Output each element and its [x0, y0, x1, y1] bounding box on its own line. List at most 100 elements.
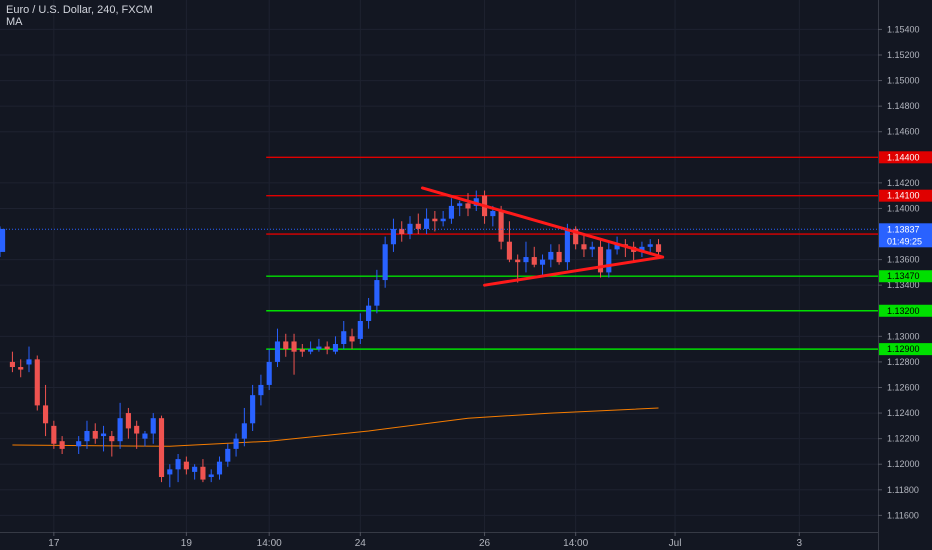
candle [564, 223, 570, 270]
moving-average-line [12, 407, 659, 447]
candle-body [506, 241, 512, 260]
candle-body [382, 244, 388, 281]
price-tick-label: 1.14800 [887, 101, 920, 111]
candle [76, 436, 82, 454]
candle-body [283, 341, 289, 350]
time-axis[interactable]: 17 19 14:00 24 26 14:00 Jul 3 [48, 532, 803, 549]
candle [233, 433, 239, 457]
candle [84, 420, 90, 449]
indicator-label[interactable]: MA [6, 16, 23, 28]
candle [216, 456, 223, 480]
candle [506, 221, 512, 263]
candle-body [109, 436, 115, 442]
candle-body [531, 257, 537, 265]
candle [26, 346, 32, 373]
candle-body [0, 228, 6, 252]
time-tick-label: 19 [181, 538, 193, 549]
current-price-badge: 1.13837 01:49:25 [879, 223, 932, 248]
candle-body [59, 441, 65, 449]
support-price-badge-label: 1.13470 [887, 271, 920, 281]
candle [117, 402, 123, 449]
candle [556, 244, 562, 265]
support-price-badge: 1.12900 [879, 343, 932, 356]
candle-body [216, 461, 223, 475]
time-tick-label: 3 [797, 538, 803, 549]
price-tick-label: 1.11800 [887, 485, 919, 495]
candle [407, 216, 413, 240]
candle-body [440, 218, 446, 222]
candle-body [241, 423, 247, 439]
candle [415, 213, 421, 235]
candle [250, 384, 256, 431]
candle [34, 355, 40, 411]
ma-line [12, 407, 659, 447]
candle [316, 338, 322, 352]
candle-body [18, 367, 24, 370]
symbol-title[interactable]: Euro / U.S. Dollar, 240, FXCM [6, 4, 153, 16]
candle-body [175, 459, 181, 470]
candle-body [432, 218, 438, 222]
candle-body [415, 223, 421, 229]
candle-body [424, 218, 430, 229]
candle-body [498, 211, 504, 242]
support-price-badge-bg [879, 304, 932, 317]
current-price-badge-bg [879, 223, 932, 248]
candle [349, 328, 355, 350]
triangle-upper-line[interactable] [420, 186, 665, 259]
candle-body [134, 425, 140, 434]
candle [109, 430, 115, 457]
support-price-badge-bg [879, 270, 932, 283]
candle-body [167, 469, 173, 475]
price-tick-label: 1.12000 [887, 459, 920, 469]
resistance-price-badge: 1.14100 [879, 189, 932, 202]
support-price-badge-bg [879, 343, 932, 356]
candle [266, 349, 272, 391]
price-tick-label: 1.12400 [887, 408, 920, 418]
candle-body [208, 474, 214, 478]
candle-body [324, 346, 330, 350]
candle [465, 193, 471, 217]
candle [175, 453, 181, 483]
candle-body [250, 395, 256, 424]
candle-body [183, 461, 189, 470]
triangle-pattern[interactable] [420, 186, 665, 287]
candle [581, 234, 587, 258]
candle [167, 464, 173, 488]
candle-body [76, 441, 82, 447]
resistance-price-badge: 1.14400 [879, 151, 932, 164]
candle [357, 313, 363, 345]
candle [457, 200, 463, 217]
resistance-price-badge-bg [879, 151, 932, 164]
candle-body [34, 359, 40, 406]
candle-body [142, 433, 148, 439]
candle-body [374, 280, 380, 306]
price-tick-label: 1.13600 [887, 255, 920, 265]
candle-body [581, 244, 587, 250]
candle-body [26, 359, 32, 365]
candle [258, 374, 264, 406]
candle-body [390, 228, 397, 245]
candle [523, 241, 529, 273]
resistance-price-badge-label: 1.14400 [887, 152, 920, 162]
candle [515, 254, 521, 283]
time-tick-label: 26 [479, 538, 491, 549]
candle-body [614, 244, 620, 250]
candle [606, 241, 612, 278]
triangle-lower-line[interactable] [483, 255, 665, 287]
candle [42, 384, 49, 437]
candle [448, 198, 454, 224]
candle-body [647, 244, 653, 247]
current-price-label: 1.13837 [887, 224, 920, 234]
price-tick-label: 1.14000 [887, 203, 920, 213]
price-axis[interactable]: 1.15400 1.15200 1.15000 1.14800 1.14600 1.142… [878, 24, 920, 520]
price-tick-label: 1.13000 [887, 331, 920, 341]
candle [531, 246, 537, 268]
candle-body [556, 251, 562, 263]
candle [324, 341, 330, 355]
candle-body [573, 228, 579, 245]
price-badges: 1.144001.141001.138001.134701.132001.129… [879, 151, 932, 356]
candle [614, 236, 620, 255]
candle [134, 420, 140, 449]
candle [291, 333, 297, 375]
